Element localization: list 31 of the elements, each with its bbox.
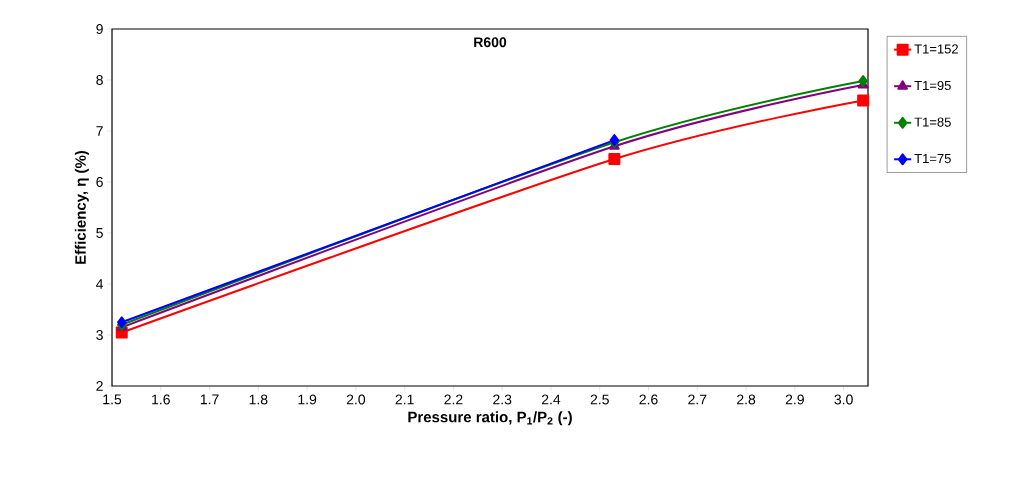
y-tick-label: 9 xyxy=(96,24,103,34)
y-tick-label: 2 xyxy=(96,381,103,391)
x-tick-label: 1.7 xyxy=(200,394,219,405)
x-tick-label: 1.6 xyxy=(152,394,170,405)
x-tick-label: 1.5 xyxy=(103,394,122,405)
x-tick-label: 1.8 xyxy=(249,394,268,405)
legend-label: T1=75 xyxy=(914,154,951,164)
x-tick-label: 2.5 xyxy=(590,394,609,405)
x-tick-label: 2.3 xyxy=(493,394,512,405)
x-tick-label: 2.2 xyxy=(444,394,463,405)
y-tick-label: 7 xyxy=(96,126,103,136)
legend-label: T1=85 xyxy=(914,117,951,127)
y-tick-label: 5 xyxy=(96,228,103,238)
y-tick-label: 3 xyxy=(96,330,103,340)
y-tick-label: 8 xyxy=(96,75,103,85)
y-axis-title: Efficiency, η (%) xyxy=(74,150,89,264)
x-tick-label: 2.9 xyxy=(785,394,804,405)
legend-label: T1=152 xyxy=(914,44,958,54)
x-tick-label: 2.8 xyxy=(737,394,756,405)
y-tick-label: 4 xyxy=(96,279,104,289)
y-tick-label: 6 xyxy=(96,177,103,187)
x-tick-label: 2.1 xyxy=(395,394,414,405)
chart-title: R600 xyxy=(474,37,507,48)
x-tick-label: 2.6 xyxy=(639,394,658,405)
x-tick-label: 3.0 xyxy=(834,394,853,405)
legend-label: T1=95 xyxy=(914,80,951,91)
x-tick-label: 2.0 xyxy=(346,394,366,405)
x-tick-label: 1.9 xyxy=(298,394,317,405)
x-tick-label: 2.4 xyxy=(541,394,561,405)
x-axis-title: Pressure ratio, P$_{1}$/P$_{2}$ (-) xyxy=(408,411,572,426)
x-tick-label: 2.7 xyxy=(688,394,707,405)
